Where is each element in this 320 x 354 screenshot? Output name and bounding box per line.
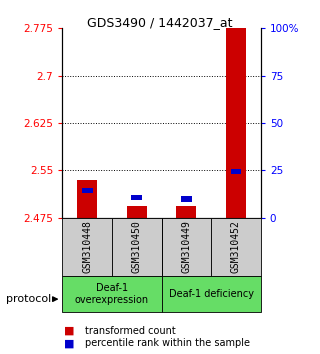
Text: GSM310450: GSM310450 xyxy=(132,221,142,273)
Bar xyxy=(226,28,246,218)
Bar xyxy=(77,180,97,218)
Bar xyxy=(82,188,93,193)
Text: transformed count: transformed count xyxy=(85,326,176,336)
Text: ■: ■ xyxy=(64,326,75,336)
Bar xyxy=(127,206,147,218)
Bar xyxy=(211,218,261,276)
Text: GSM310452: GSM310452 xyxy=(231,221,241,273)
Bar xyxy=(230,169,242,175)
Bar xyxy=(162,218,211,276)
Text: GDS3490 / 1442037_at: GDS3490 / 1442037_at xyxy=(87,16,233,29)
Bar xyxy=(131,195,142,200)
Bar xyxy=(162,276,261,312)
Bar xyxy=(176,206,196,218)
Text: percentile rank within the sample: percentile rank within the sample xyxy=(85,338,250,348)
Bar xyxy=(181,196,192,202)
Text: protocol: protocol xyxy=(6,294,52,304)
Bar xyxy=(112,218,162,276)
Text: Deaf-1
overexpression: Deaf-1 overexpression xyxy=(75,283,149,305)
Text: GSM310448: GSM310448 xyxy=(82,221,92,273)
Bar xyxy=(62,276,162,312)
Text: GSM310449: GSM310449 xyxy=(181,221,191,273)
Text: ■: ■ xyxy=(64,338,75,348)
Bar xyxy=(62,218,112,276)
Text: Deaf-1 deficiency: Deaf-1 deficiency xyxy=(169,289,254,299)
